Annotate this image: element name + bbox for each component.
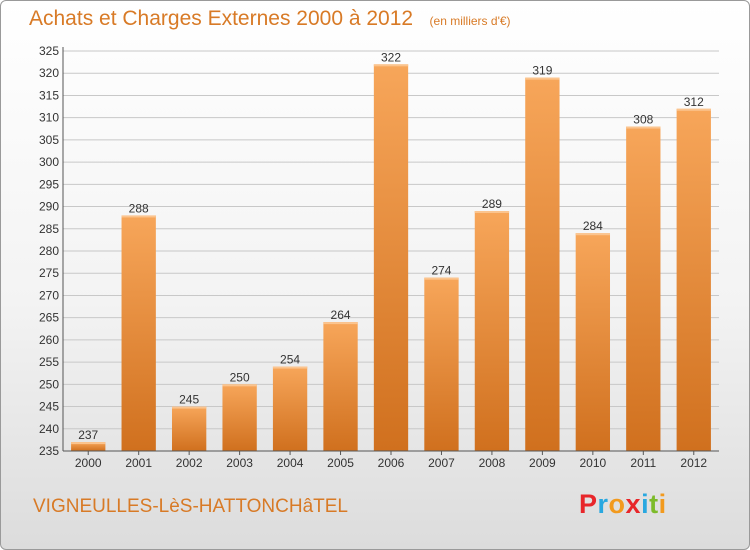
data-labels: 237 288 245 250 254 264 322 274 289 319 284 308 312 xyxy=(78,50,704,442)
bar-highlight xyxy=(474,211,510,213)
bar-highlight xyxy=(121,215,156,218)
data-label: 274 xyxy=(431,264,451,278)
bar-2007 xyxy=(424,277,459,451)
bar-2003 xyxy=(222,384,257,451)
logo-letter: i xyxy=(658,489,667,519)
data-label: 289 xyxy=(482,197,502,211)
data-label: 319 xyxy=(532,64,552,78)
data-label: 308 xyxy=(633,113,653,127)
y-tick-label: 255 xyxy=(39,355,59,369)
y-tick-label: 260 xyxy=(39,333,59,347)
logo-letter: i xyxy=(641,489,650,519)
x-tick-label: 2007 xyxy=(428,456,455,470)
x-tick-label: 2012 xyxy=(680,456,707,470)
bar-2001 xyxy=(121,215,156,451)
x-tick-label: 2005 xyxy=(327,456,354,470)
bar-2005 xyxy=(323,322,358,451)
x-tick-label: 2001 xyxy=(125,456,152,470)
y-tick-label: 315 xyxy=(39,88,59,102)
bar-highlight xyxy=(424,277,459,280)
bar-highlight xyxy=(71,442,106,445)
data-label: 245 xyxy=(179,393,199,407)
bar-2009 xyxy=(525,77,560,452)
logo-letter: x xyxy=(625,489,642,519)
logo-letter: P xyxy=(579,489,598,519)
x-tick-label: 2011 xyxy=(630,456,656,470)
bar-highlight xyxy=(676,108,711,111)
title-row: Achats et Charges Externes 2000 à 2012 (… xyxy=(29,7,511,31)
logo-letter: r xyxy=(597,489,609,519)
commune-name: VIGNEULLES-LèS-HATTONCHâTEL xyxy=(33,496,348,517)
x-tick-label: 2004 xyxy=(277,456,304,470)
data-label: 288 xyxy=(129,201,149,215)
axes xyxy=(62,47,719,452)
bar-highlight xyxy=(373,64,409,67)
bar-2006 xyxy=(373,64,409,452)
y-tick-label: 305 xyxy=(39,133,59,147)
y-tick-label: 275 xyxy=(39,266,59,280)
bar-highlight xyxy=(626,126,661,129)
bar-2010 xyxy=(575,233,611,451)
y-tick-label: 320 xyxy=(39,66,59,80)
y-tick-label: 265 xyxy=(39,311,59,325)
x-tick-label: 2002 xyxy=(176,456,203,470)
y-tick-label: 245 xyxy=(39,400,59,414)
bar-highlight xyxy=(222,384,257,387)
bar-2004 xyxy=(272,366,308,451)
bars xyxy=(71,64,711,452)
bar-2008 xyxy=(474,211,510,451)
x-axis-ticks: 2000 2001 2002 2003 2004 2005 2006 2007 2008 2009… xyxy=(75,451,707,470)
y-tick-label: 235 xyxy=(39,444,59,458)
y-tick-label: 295 xyxy=(39,177,59,191)
data-label: 322 xyxy=(381,50,401,64)
y-tick-label: 325 xyxy=(39,44,59,58)
y-tick-label: 290 xyxy=(39,200,59,214)
bar-2000 xyxy=(71,442,106,451)
bar-2012 xyxy=(676,108,711,452)
y-tick-label: 240 xyxy=(39,422,59,436)
chart-unit: (en milliers d'€) xyxy=(429,14,511,28)
bar-highlight xyxy=(575,233,611,236)
x-tick-label: 2003 xyxy=(226,456,253,470)
data-label: 264 xyxy=(331,308,351,322)
bar-highlight xyxy=(323,322,358,325)
bar-highlight xyxy=(171,406,207,409)
y-tick-label: 285 xyxy=(39,222,59,236)
data-label: 237 xyxy=(78,428,98,442)
proxiti-logo: Proxiti xyxy=(579,489,667,520)
x-tick-label: 2006 xyxy=(378,456,405,470)
logo-letter: t xyxy=(649,489,659,519)
y-tick-label: 310 xyxy=(39,111,59,125)
y-tick-label: 280 xyxy=(39,244,59,258)
x-tick-label: 2010 xyxy=(579,456,606,470)
bar-highlight xyxy=(272,366,308,369)
x-tick-label: 2009 xyxy=(529,456,556,470)
bar-highlight xyxy=(525,77,560,80)
data-label: 254 xyxy=(280,353,300,367)
bar-2002 xyxy=(171,406,207,451)
x-tick-label: 2000 xyxy=(75,456,102,470)
data-label: 284 xyxy=(583,219,603,233)
x-tick-label: 2008 xyxy=(479,456,506,470)
chart-title: Achats et Charges Externes 2000 à 2012 xyxy=(29,7,414,30)
data-label: 250 xyxy=(230,370,250,384)
y-tick-label: 270 xyxy=(39,288,59,302)
y-tick-label: 300 xyxy=(39,155,59,169)
bar-2011 xyxy=(626,126,661,452)
y-tick-label: 250 xyxy=(39,377,59,391)
logo-letter: o xyxy=(608,489,626,519)
data-label: 312 xyxy=(684,95,704,109)
y-axis-ticks: 235 240 245 250 255 260 265 270 275 280 285 290 295 3… xyxy=(39,44,59,458)
